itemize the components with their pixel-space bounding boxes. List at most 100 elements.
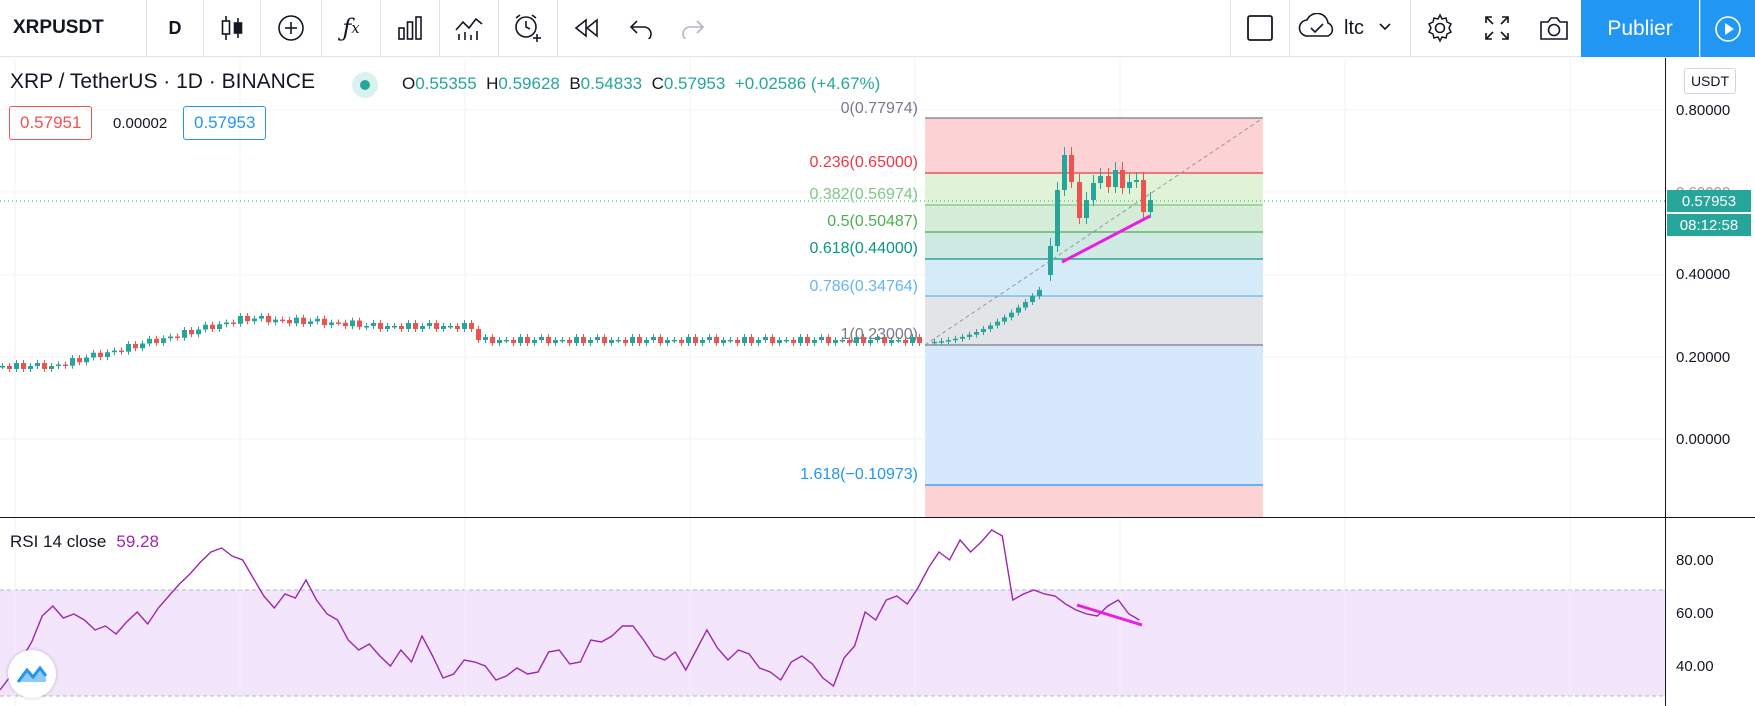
candle-body <box>974 332 979 335</box>
candle-body <box>266 315 271 323</box>
trendline-price[interactable] <box>1061 214 1151 264</box>
trendline-rsi[interactable] <box>1076 603 1143 627</box>
layout-select-icon[interactable] <box>1231 0 1289 56</box>
rsi-band <box>0 590 1665 696</box>
alert-icon[interactable] <box>499 0 557 56</box>
candle-body <box>1037 289 1042 297</box>
price-tick: 0.00000 <box>1676 431 1731 448</box>
candle-body <box>791 340 796 343</box>
rsi-canvas[interactable] <box>0 518 1665 706</box>
symbol-search-button[interactable]: XRPUSDT <box>13 17 104 38</box>
rsi-legend[interactable]: RSI 14 close 59.28 <box>10 532 159 551</box>
candle-body <box>1120 170 1125 188</box>
high-value: 0.59628 <box>498 74 560 93</box>
candle-body <box>1098 176 1103 183</box>
candle-body <box>1055 190 1060 246</box>
candle-body <box>413 323 418 329</box>
candle-body <box>406 323 411 329</box>
candle-body <box>623 340 628 343</box>
candle-body <box>1127 182 1132 188</box>
price-chart-canvas[interactable] <box>0 58 1665 517</box>
settings-icon[interactable] <box>1411 0 1469 56</box>
interval-button[interactable]: D <box>168 17 182 38</box>
fib-level-label: 0.5(0.50487) <box>827 213 918 230</box>
candle-body <box>889 340 894 343</box>
cloud-icon <box>1298 12 1336 44</box>
main-chart-pane[interactable] <box>0 58 1665 517</box>
spread-value: 0.00002 <box>113 114 168 132</box>
price-axis[interactable]: 0.80000 0.60000 0.40000 0.20000 0.00000 <box>1665 58 1755 517</box>
candle-body <box>728 340 733 342</box>
candlestick-series <box>0 147 1153 372</box>
candle-body <box>833 340 838 343</box>
candle-body <box>707 337 712 340</box>
candle-body <box>343 322 348 327</box>
candle-body <box>882 337 887 343</box>
candle-body <box>518 337 523 343</box>
fullscreen-icon[interactable] <box>1469 0 1525 56</box>
candle-body <box>574 337 579 343</box>
candle-body <box>910 337 915 343</box>
candle-body <box>371 323 376 326</box>
play-icon[interactable] <box>1700 0 1755 57</box>
fib-retracement-drawing[interactable] <box>924 117 1264 517</box>
camera-icon[interactable] <box>1525 0 1583 56</box>
candle-body <box>616 340 621 342</box>
bars-compare-icon[interactable] <box>381 0 439 56</box>
candle-body <box>854 337 859 343</box>
candle-body <box>84 357 89 363</box>
candle-body <box>189 330 194 335</box>
candle-body <box>427 323 432 326</box>
fib-level-label: 1.618(−0.10973) <box>800 466 918 483</box>
undo-icon[interactable] <box>614 0 668 56</box>
fib-level-label: 0.382(0.56974) <box>809 186 918 203</box>
candle-body <box>140 343 145 349</box>
candle-body <box>175 336 180 338</box>
layout-menu-button[interactable]: ltc <box>1290 0 1410 56</box>
candle-body <box>735 340 740 343</box>
publish-button[interactable]: Publier <box>1581 0 1699 57</box>
candle-body <box>1141 180 1146 212</box>
candle-body <box>7 366 12 369</box>
candle-body <box>995 321 1000 326</box>
candle-body <box>1148 200 1153 212</box>
sell-button[interactable]: 0.57951 <box>9 106 93 140</box>
candle-body <box>420 326 425 329</box>
rsi-pane[interactable] <box>0 518 1665 706</box>
rsi-tick: 40.00 <box>1676 658 1714 675</box>
candle-body <box>784 340 789 342</box>
candles-icon[interactable] <box>204 0 260 56</box>
close-value: 0.57953 <box>663 74 726 93</box>
market-status-icon[interactable] <box>352 72 378 98</box>
candle-body <box>981 328 986 333</box>
candle-body <box>763 337 768 340</box>
symbol-legend[interactable]: XRP / TetherUS · 1D · BINANCE <box>10 70 315 93</box>
currency-badge[interactable]: USDT <box>1684 68 1736 94</box>
pane-divider[interactable] <box>0 517 1755 518</box>
candle-body <box>1091 183 1096 200</box>
replay-icon[interactable] <box>558 0 614 56</box>
candle-body <box>567 340 572 343</box>
toolbar-divider <box>1289 0 1290 56</box>
add-indicator-icon[interactable] <box>261 0 321 56</box>
candle-body <box>917 337 922 343</box>
templates-icon[interactable] <box>440 0 498 56</box>
buy-button[interactable]: 0.57953 <box>183 106 267 140</box>
candle-body <box>644 340 649 343</box>
toolbar-divider <box>498 0 499 56</box>
candle-body <box>203 324 208 330</box>
candle-body <box>693 337 698 343</box>
fib-zone-0382-05 <box>925 205 1263 232</box>
tradingview-logo-icon[interactable] <box>8 650 56 698</box>
candle-body <box>525 337 530 343</box>
candle-body <box>14 363 19 369</box>
chevron-down-icon <box>1378 19 1392 37</box>
toolbar-divider <box>1230 0 1231 56</box>
rsi-axis[interactable]: 80.00 60.00 40.00 <box>1665 518 1755 706</box>
redo-icon[interactable] <box>668 0 718 56</box>
candle-body <box>868 340 873 343</box>
candle-body <box>462 323 467 329</box>
candle-body <box>91 352 96 358</box>
